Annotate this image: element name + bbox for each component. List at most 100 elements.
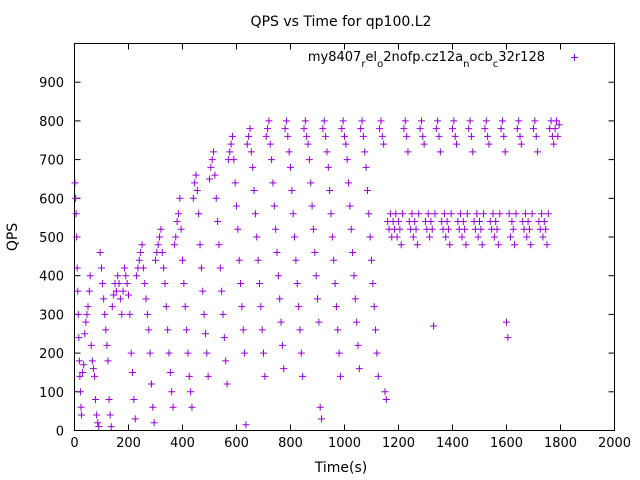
data-point — [196, 241, 204, 249]
data-point — [508, 218, 516, 226]
data-point — [434, 117, 442, 125]
data-point — [261, 372, 269, 380]
data-point — [380, 140, 388, 148]
data-point — [112, 287, 120, 295]
data-point — [484, 132, 492, 140]
data-point — [108, 303, 116, 311]
data-point — [93, 411, 101, 419]
data-point — [336, 372, 344, 380]
data-point — [266, 140, 274, 148]
data-point — [273, 248, 281, 256]
data-point — [145, 326, 153, 334]
data-point — [509, 225, 517, 233]
data-point — [377, 117, 385, 125]
data-point — [342, 140, 350, 148]
data-point — [349, 248, 357, 256]
y-tick-label: 200 — [39, 347, 64, 362]
data-point — [76, 388, 84, 396]
data-point — [450, 117, 458, 125]
data-point — [72, 210, 80, 218]
data-point — [131, 415, 139, 423]
data-point — [532, 132, 540, 140]
data-point — [281, 125, 289, 133]
data-point — [219, 310, 227, 318]
data-point — [105, 396, 113, 404]
data-point — [489, 210, 497, 218]
data-point — [73, 233, 81, 241]
data-point — [72, 194, 80, 202]
data-point — [328, 233, 336, 241]
data-point — [516, 132, 524, 140]
data-point — [216, 264, 224, 272]
data-point — [212, 194, 220, 202]
data-point — [85, 287, 93, 295]
data-point — [208, 156, 216, 164]
data-point — [118, 310, 126, 318]
data-point — [258, 326, 266, 334]
data-point — [230, 156, 238, 164]
data-point — [370, 303, 378, 311]
data-point — [207, 163, 215, 171]
data-point — [498, 117, 506, 125]
data-point — [525, 225, 533, 233]
data-point — [401, 117, 409, 125]
data-point — [125, 291, 132, 299]
data-point — [71, 179, 79, 187]
data-point — [466, 117, 474, 125]
data-point — [542, 225, 550, 233]
data-point — [249, 163, 257, 171]
data-point — [170, 241, 178, 249]
data-point — [157, 225, 165, 233]
data-point — [544, 210, 552, 218]
data-point — [523, 233, 531, 241]
data-point — [103, 341, 111, 349]
data-point — [295, 303, 303, 311]
data-point — [354, 341, 362, 349]
data-point — [84, 303, 92, 311]
data-point — [473, 210, 481, 218]
data-point — [274, 272, 282, 280]
data-point — [463, 210, 471, 218]
data-point — [223, 380, 231, 388]
data-point — [416, 125, 424, 133]
data-point — [300, 125, 308, 133]
data-point — [79, 368, 87, 376]
data-point — [338, 125, 346, 133]
data-point — [465, 125, 473, 133]
data-point — [497, 125, 505, 133]
data-point — [474, 233, 482, 241]
data-point — [278, 341, 286, 349]
data-point — [241, 349, 249, 357]
data-point — [191, 179, 199, 187]
data-point — [393, 233, 401, 241]
data-point — [399, 210, 407, 218]
data-point — [531, 117, 539, 125]
data-point — [222, 357, 230, 365]
data-point — [449, 125, 456, 133]
data-point — [180, 279, 188, 287]
x-tick-label: 1200 — [382, 436, 415, 451]
data-point — [376, 125, 384, 133]
data-point — [296, 326, 304, 334]
data-point — [505, 210, 513, 218]
axis-ticks: 0 200 400 600 800 1000 1200 1400 1600 1800 2000 0 10… — [39, 43, 631, 451]
data-point — [347, 225, 355, 233]
data-point — [81, 330, 89, 338]
data-point — [165, 349, 173, 357]
data-point — [272, 225, 280, 233]
data-point — [129, 368, 137, 376]
data-point — [355, 365, 363, 373]
data-point — [494, 241, 502, 249]
data-point — [211, 171, 219, 179]
x-tick-label: 1600 — [490, 436, 523, 451]
data-point — [152, 256, 159, 264]
data-point — [368, 256, 375, 264]
data-point — [242, 421, 250, 429]
data-point — [530, 125, 537, 133]
data-point — [189, 194, 197, 202]
data-point — [284, 132, 292, 140]
data-point — [119, 287, 127, 295]
data-point — [314, 295, 321, 303]
data-point — [288, 187, 296, 195]
data-point — [185, 372, 193, 380]
